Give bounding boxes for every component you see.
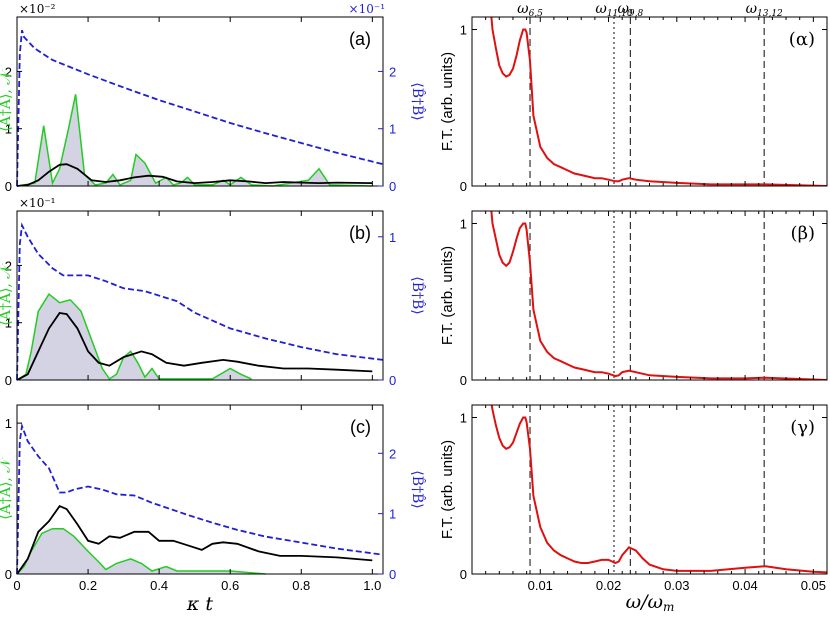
y-tick-label: 2 — [5, 258, 12, 273]
y-right-tick-label: 0 — [389, 373, 396, 388]
panel-tag: (a) — [349, 29, 371, 49]
panel-tag: (β) — [791, 223, 815, 244]
x-tick-label: 1.0 — [363, 578, 381, 593]
blue-series-line — [16, 422, 384, 575]
green-series-line — [16, 527, 266, 575]
y-tick-label: 0 — [5, 373, 12, 388]
y-right-tick-label: 2 — [389, 446, 396, 461]
ft-series-line — [490, 17, 827, 186]
x-tick-label: 0.05 — [801, 578, 826, 593]
x-tick-label: 0 — [13, 578, 20, 593]
reference-line-label: ω9,8 — [618, 1, 644, 19]
y-right-tick-label: 1 — [389, 122, 396, 137]
green-series-line — [16, 94, 373, 187]
y-right-tick-label: 1 — [389, 507, 396, 522]
y-tick-label: 0 — [5, 567, 12, 582]
panel-frame — [16, 404, 384, 575]
black-series-line — [16, 163, 373, 187]
x-axis-label-left: κ t — [186, 593, 213, 615]
x-tick-label: 0.8 — [292, 578, 310, 593]
y-exponent-right: ×10⁻¹ — [349, 2, 385, 16]
reference-line-label: ω11,10 — [595, 1, 632, 19]
black-series-line — [16, 312, 373, 381]
panel-frame — [471, 404, 828, 575]
y-axis-label: ⟨Â†Â⟩, 𝒩 — [0, 457, 14, 520]
y-tick-label: 1 — [460, 411, 467, 426]
green-area — [17, 294, 252, 380]
right-panel-0: 0 1 (α) F.T. (arb. units) — [439, 16, 828, 194]
y-tick-label: 0 — [460, 373, 467, 388]
y-tick-label: 0 — [460, 567, 467, 582]
y-exponent-left: ×10⁻² — [19, 2, 56, 16]
x-tick-label: 0.01 — [528, 578, 553, 593]
panel-frame — [471, 210, 828, 381]
left-panel-1: 0 1 2 0 1 ×10⁻¹ (b) ⟨Â†Â⟩, 𝒩 ⟨B̂†B̂⟩ — [0, 196, 427, 388]
y-axis-label: F.T. (arb. units) — [439, 52, 456, 151]
panel-frame — [16, 16, 384, 187]
ft-series-line — [490, 211, 827, 380]
y-tick-label: 0 — [460, 179, 467, 194]
panel-frame — [471, 16, 828, 187]
y-right-tick-label: 0 — [389, 567, 396, 582]
panel-frame — [16, 210, 384, 381]
panel-tag: (c) — [350, 417, 371, 437]
y-tick-label: 1 — [5, 122, 12, 137]
blue-series-line — [16, 222, 384, 381]
y-right-tick-label: 0 — [389, 179, 396, 194]
panel-tag: (b) — [349, 223, 371, 243]
ft-series-line — [490, 405, 827, 574]
y-tick-label: 1 — [460, 23, 467, 38]
x-tick-label: 0.03 — [664, 578, 689, 593]
y-tick-label: 2 — [5, 64, 12, 79]
y-tick-label: 1 — [5, 416, 12, 431]
x-tick-label: 0.02 — [596, 578, 621, 593]
x-tick-label: 0.2 — [79, 578, 97, 593]
green-area — [17, 94, 373, 186]
y-axis-label: ⟨Â†Â⟩, 𝒩 — [0, 69, 14, 132]
green-series-line — [16, 292, 252, 381]
y-right-axis-label: ⟨B̂†B̂⟩ — [409, 276, 427, 315]
blue-series-line — [16, 29, 384, 187]
reference-line-label: ω6,5 — [517, 1, 543, 19]
x-tick-label: 0.6 — [221, 578, 239, 593]
right-panel-1: 0 1 (β) F.T. (arb. units) — [439, 210, 828, 388]
black-series-line — [16, 504, 373, 575]
x-axis-label-right: ω/ωm — [626, 591, 675, 614]
y-tick-label: 1 — [5, 316, 12, 331]
y-right-axis-label: ⟨B̂†B̂⟩ — [409, 82, 427, 121]
y-axis-label: F.T. (arb. units) — [439, 440, 456, 539]
y-axis-label: ⟨Â†Â⟩, 𝒩 — [0, 263, 14, 326]
green-area — [17, 528, 266, 574]
y-tick-label: 0 — [5, 179, 12, 194]
left-panel-0: 0 1 2 0 1 2 ×10⁻² ×10⁻¹ (a) ⟨Â†Â⟩, 𝒩 ⟨B̂†B̂⟩ — [0, 2, 427, 194]
x-tick-label: 0.04 — [732, 578, 757, 593]
left-panel-2: 0 0.2 0.4 0.6 0.8 1.0 0 1 0 1 2 (c) ⟨Â†Â⟩, 𝒩 ⟨B̂†B̂⟩ — [0, 404, 427, 593]
y-tick-label: 1 — [460, 217, 467, 232]
panel-tag: (γ) — [790, 417, 815, 438]
y-right-tick-label: 2 — [389, 64, 396, 79]
panel-tag: (α) — [789, 29, 815, 50]
y-right-axis-label: ⟨B̂†B̂⟩ — [409, 470, 427, 509]
y-right-tick-label: 1 — [389, 230, 396, 245]
y-exponent-left: ×10⁻¹ — [19, 196, 55, 210]
right-panel-2: 0.01 0.02 0.03 0.04 0.05 0 1 (γ) F.T. (arb. unit… — [439, 404, 828, 593]
reference-line-label: ω13,12 — [746, 1, 783, 19]
x-tick-label: 0.4 — [150, 578, 168, 593]
y-axis-label: F.T. (arb. units) — [439, 246, 456, 345]
